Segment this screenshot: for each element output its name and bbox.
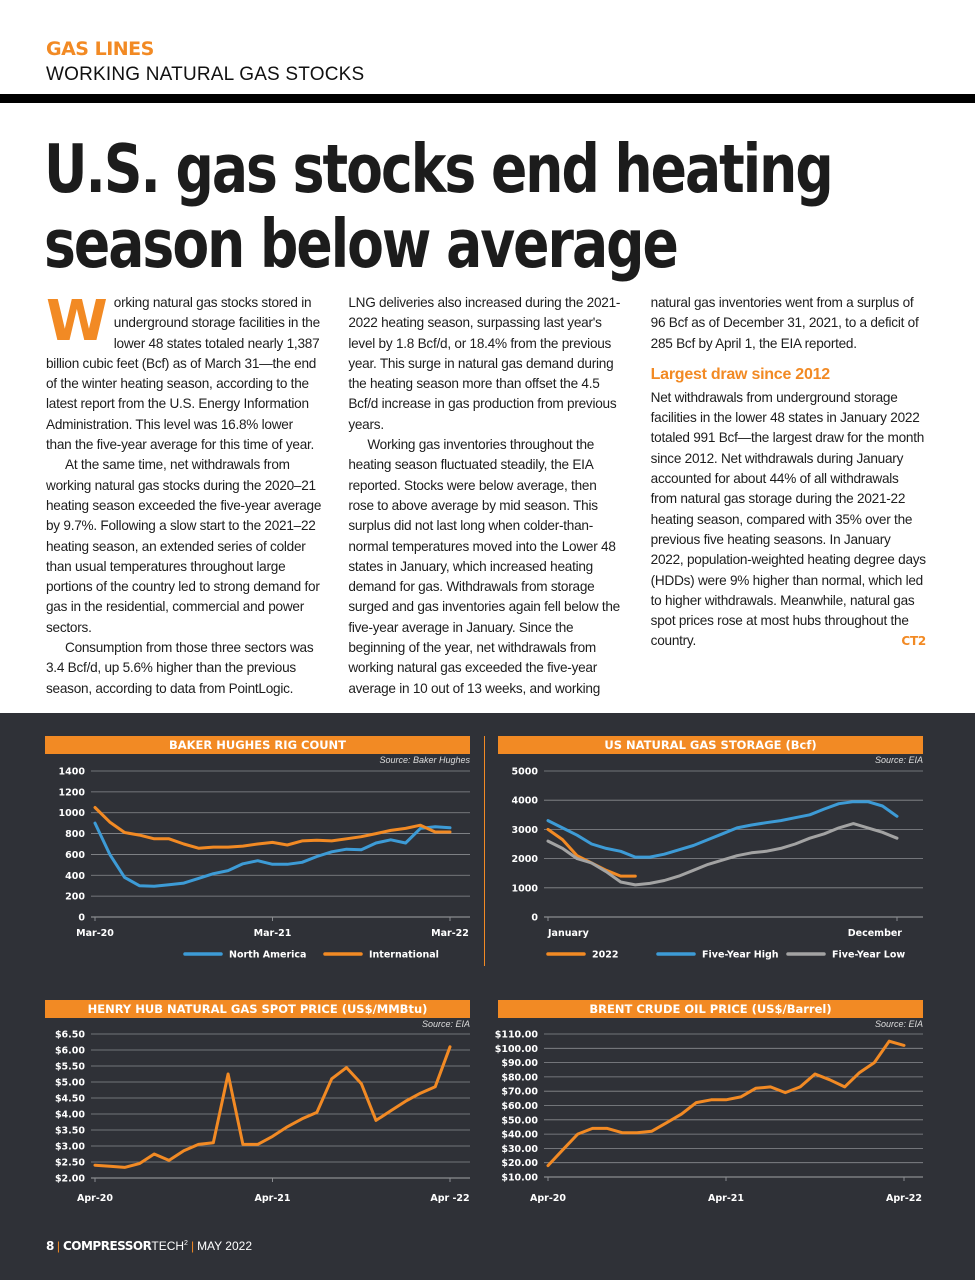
y-tick-label: 400: [65, 871, 85, 882]
x-tick-label: Apr -22: [430, 1193, 469, 1204]
legend-label: Five-Year Low: [832, 950, 905, 961]
y-tick-label: $70.00: [501, 1087, 538, 1098]
y-tick-label: 600: [65, 850, 85, 861]
x-tick-label: Apr-20: [77, 1193, 113, 1204]
y-tick-label: 5000: [512, 767, 539, 778]
x-tick-label: Apr-20: [530, 1193, 566, 1204]
chart-source: Source: Baker Hughes: [379, 755, 470, 765]
paragraph-text: Net withdrawals from underground storage…: [650, 389, 926, 649]
series-line-north-america: [93, 821, 452, 888]
paragraph-3: Consumption from those three sectors was…: [46, 295, 621, 696]
y-tick-label: 1400: [59, 767, 86, 778]
chart-title: HENRY HUB NATURAL GAS SPOT PRICE (US$/MM…: [45, 1000, 470, 1018]
chart-title: US NATURAL GAS STORAGE (Bcf): [498, 736, 923, 754]
headline: U.S. gas stocks end heating season below…: [44, 130, 834, 283]
y-tick-label: $2.50: [55, 1158, 85, 1169]
chart-plot: $2.00 $2.50 $3.00 $3.50 $4.00 $4.50 $5.00 $5.50…: [55, 1030, 470, 1204]
y-tick-label: 1000: [59, 808, 86, 819]
x-tick-label: Mar-22: [431, 928, 469, 939]
y-tick-label: $4.00: [55, 1110, 85, 1121]
y-tick-label: $110.00: [495, 1030, 539, 1041]
series-line-five-year-low: [546, 822, 899, 887]
legend-label: North America: [229, 950, 306, 961]
y-tick-label: $50.00: [501, 1115, 538, 1126]
y-tick-label: 2000: [512, 854, 539, 865]
end-mark: CT2: [901, 634, 926, 649]
chart-source: Source: EIA: [421, 1019, 470, 1029]
chart-plot: $10.00 $20.00 $30.00 $40.00 $50.00 $60.00 $70.…: [495, 1030, 923, 1204]
x-tick-label: Apr-22: [886, 1193, 922, 1204]
chart-plot: 0 200 400 600 800 1000 1200 1400 Mar-20 Mar-21 Mar…: [59, 767, 470, 961]
paragraph-5: Net withdrawals from underground storage…: [650, 388, 927, 652]
brand-light: TECH: [151, 1239, 185, 1253]
y-tick-label: $80.00: [501, 1072, 538, 1083]
chart-title: BAKER HUGHES RIG COUNT: [45, 736, 470, 754]
y-tick-label: $40.00: [501, 1130, 538, 1141]
issue-date: MAY 2022: [197, 1239, 252, 1253]
gas-storage-chart: US NATURAL GAS STORAGE (Bcf) Source: EIA…: [498, 736, 923, 971]
y-tick-label: $100.00: [495, 1044, 539, 1055]
y-tick-label: $3.50: [55, 1126, 85, 1137]
chart-source: Source: EIA: [874, 755, 923, 765]
y-tick-label: 200: [65, 892, 85, 903]
paragraph-2: At the same time, net withdrawals from w…: [46, 457, 322, 635]
y-tick-label: $30.00: [501, 1144, 538, 1155]
rig-count-chart: BAKER HUGHES RIG COUNT Source: Baker Hug…: [45, 736, 470, 971]
y-tick-label: $6.00: [55, 1046, 85, 1057]
y-tick-label: $6.50: [55, 1030, 85, 1041]
paragraph-4: Working gas inventories throughout the h…: [348, 295, 919, 696]
y-tick-label: $4.50: [55, 1094, 85, 1105]
y-tick-label: 0: [78, 913, 85, 924]
legend-label: 2022: [592, 950, 618, 961]
y-tick-label: $5.00: [55, 1078, 85, 1089]
y-tick-label: $2.00: [55, 1174, 85, 1185]
series-line-price: [546, 1039, 906, 1168]
legend-label: Five-Year High: [702, 950, 779, 961]
paragraph-text: orking natural gas stocks stored in unde…: [46, 295, 320, 453]
chart-plot: 0 1000 2000 3000 4000 5000 January December 2022…: [512, 767, 923, 961]
y-tick-label: $10.00: [501, 1173, 538, 1184]
x-tick-label: Mar-21: [254, 928, 292, 939]
legend-label: International: [369, 950, 439, 961]
section-tag: GAS LINES: [46, 38, 154, 60]
footer: 8 | COMPRESSORTECH2 | MAY 2022: [46, 1239, 252, 1253]
subheading: Largest draw since 2012: [650, 365, 830, 383]
chart-title: BRENT CRUDE OIL PRICE (US$/Barrel): [498, 1000, 923, 1018]
y-tick-label: 800: [65, 829, 85, 840]
series-line-price: [93, 1045, 452, 1169]
chart-divider: [484, 736, 485, 966]
charts-panel: [0, 713, 975, 1280]
page-number: 8: [46, 1239, 54, 1253]
header-rule: [0, 94, 975, 103]
drop-cap: W: [46, 289, 108, 354]
section-subtitle: WORKING NATURAL GAS STOCKS: [46, 64, 365, 85]
y-tick-label: $3.00: [55, 1142, 85, 1153]
y-tick-label: $60.00: [501, 1101, 538, 1112]
brand-bold: COMPRESSOR: [62, 1239, 152, 1253]
y-tick-label: $90.00: [501, 1058, 538, 1069]
henry-hub-chart: HENRY HUB NATURAL GAS SPOT PRICE (US$/MM…: [45, 1000, 470, 1235]
y-tick-label: 3000: [512, 825, 539, 836]
y-tick-label: $20.00: [501, 1158, 538, 1169]
y-tick-label: $5.50: [55, 1062, 85, 1073]
x-tick-label: Apr-21: [254, 1193, 290, 1204]
x-tick-label: December: [848, 928, 903, 939]
x-tick-label: January: [547, 928, 590, 939]
x-tick-label: Apr-21: [708, 1193, 744, 1204]
y-tick-label: 0: [531, 913, 538, 924]
x-tick-label: Mar-20: [76, 928, 114, 939]
y-tick-label: 1200: [59, 787, 86, 798]
brand-sup: 2: [184, 1240, 188, 1247]
chart-source: Source: EIA: [874, 1019, 923, 1029]
brent-crude-chart: BRENT CRUDE OIL PRICE (US$/Barrel) Sourc…: [495, 1000, 923, 1235]
series-line-international: [93, 806, 452, 850]
series-line-five-year-high: [546, 800, 899, 859]
y-tick-label: 1000: [512, 883, 539, 894]
y-tick-label: 4000: [512, 796, 539, 807]
